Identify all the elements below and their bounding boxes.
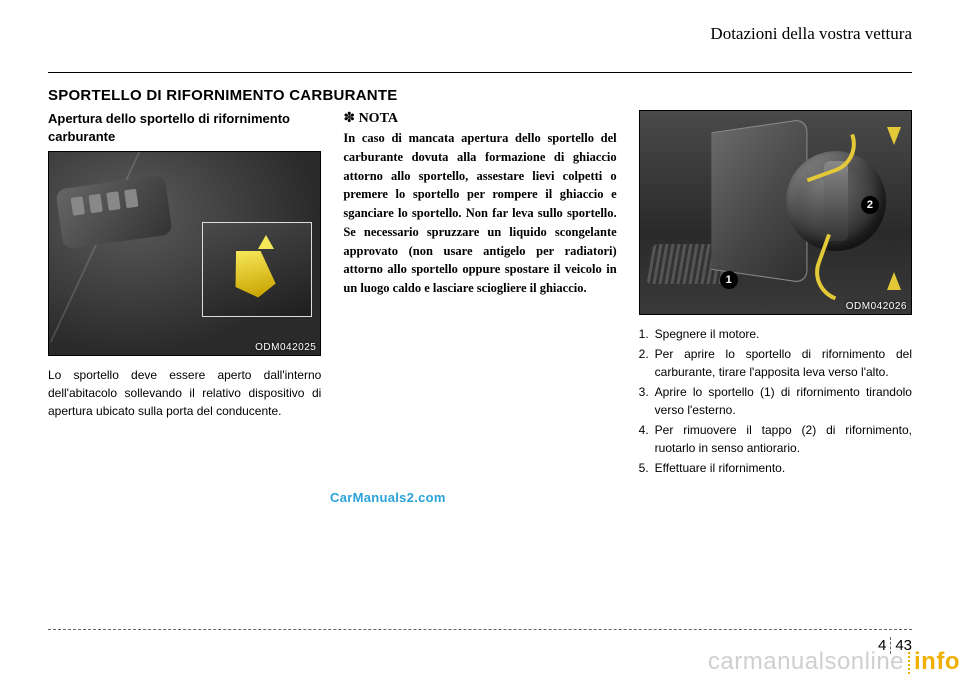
column-2: ✽ NOTA In caso di mancata apertura dello…	[343, 110, 616, 479]
brand-left: carmanualsonline	[708, 648, 904, 675]
separator-icon	[908, 652, 910, 674]
footer-rule	[48, 629, 912, 630]
figure-inset	[202, 222, 312, 317]
content-columns: Apertura dello sportello di rifornimento…	[48, 110, 912, 479]
section-title: SPORTELLO DI RIFORNIMENTO CARBURANTE	[48, 87, 912, 104]
nota-marker-icon: ✽	[343, 111, 355, 126]
nota-heading: ✽ NOTA	[343, 110, 616, 127]
up-arrow-icon	[258, 235, 274, 249]
site-watermark: carmanualsonline info	[708, 648, 960, 676]
list-item: 3.Aprire lo sportello (1) di riforniment…	[639, 383, 912, 419]
window-buttons	[71, 189, 139, 216]
col1-subhead: Apertura dello sportello di rifornimento…	[48, 110, 321, 145]
list-item: 5.Effettuare il rifornimento.	[639, 459, 912, 477]
col1-body: Lo sportello deve essere aperto dall'int…	[48, 366, 321, 420]
down-arrow-icon	[887, 127, 901, 145]
list-item: 4.Per rimuovere il tappo (2) di rifornim…	[639, 421, 912, 457]
chapter-title: Dotazioni della vostra vettura	[48, 24, 912, 44]
header-rule	[48, 72, 912, 73]
nota-label: NOTA	[359, 111, 398, 126]
figure-door-lever: ODM042025	[48, 151, 321, 356]
figure-code: ODM042026	[846, 301, 907, 312]
brand-right: info	[914, 648, 960, 675]
figure-code: ODM042025	[255, 342, 316, 353]
column-1: Apertura dello sportello di rifornimento…	[48, 110, 321, 479]
callout-badge-2: 2	[861, 196, 879, 214]
nota-body: In caso di mancata apertura dello sporte…	[343, 129, 616, 298]
column-3: 1 2 ODM042026 1.Spegnere il motore. 2.Pe…	[639, 110, 912, 479]
watermark-text: CarManuals2.com	[330, 490, 446, 505]
manual-page: Dotazioni della vostra vettura SPORTELLO…	[0, 0, 960, 676]
steps-list: 1.Spegnere il motore. 2.Per aprire lo sp…	[639, 325, 912, 477]
fuel-lever-icon	[229, 244, 279, 301]
up-arrow-icon	[887, 272, 901, 290]
figure-fuel-cap: 1 2 ODM042026	[639, 110, 912, 315]
list-item: 2.Per aprire lo sportello di riforniment…	[639, 345, 912, 381]
callout-badge-1: 1	[720, 271, 738, 289]
list-item: 1.Spegnere il motore.	[639, 325, 912, 343]
